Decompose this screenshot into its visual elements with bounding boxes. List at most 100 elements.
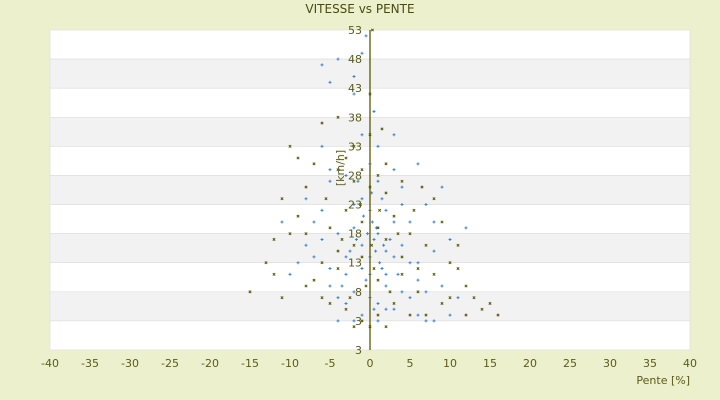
x-tick-label: -15: [241, 357, 259, 370]
data-point-plus: [320, 144, 324, 148]
data-point-x: [440, 301, 444, 306]
data-point-plus: [360, 267, 364, 271]
data-point-plus: [364, 278, 368, 282]
data-point-plus: [408, 220, 412, 224]
data-point-plus: [366, 232, 370, 236]
x-tick-label: 10: [443, 357, 457, 370]
data-point-x: [416, 290, 420, 294]
data-point-x: [380, 127, 384, 131]
data-point-plus: [364, 34, 368, 38]
data-point-plus: [376, 301, 380, 305]
data-point-x: [336, 168, 340, 172]
data-point-x: [344, 156, 348, 160]
data-point-x: [464, 313, 468, 317]
data-point-x: [320, 261, 324, 265]
data-point-plus: [344, 255, 348, 259]
data-point-x: [370, 28, 374, 32]
data-point-plus: [352, 203, 356, 207]
data-point-x: [352, 179, 356, 183]
data-point-plus: [328, 179, 332, 183]
data-point-x: [296, 156, 300, 160]
y-tick-label: 13: [348, 257, 362, 270]
data-point-plus: [320, 208, 324, 212]
chart-title: VITESSE vs PENTE: [305, 2, 415, 16]
data-point-plus: [408, 296, 412, 300]
data-point-x: [376, 226, 380, 230]
data-point-plus: [432, 220, 436, 224]
data-point-plus: [288, 272, 292, 276]
data-point-plus: [354, 237, 358, 241]
data-point-plus: [400, 203, 404, 207]
data-point-plus: [336, 232, 340, 236]
x-tick-label: -40: [41, 357, 59, 370]
data-point-x: [376, 313, 380, 317]
x-tick-label: 20: [523, 357, 537, 370]
data-point-plus: [432, 319, 436, 323]
data-point-x: [456, 266, 460, 271]
data-point-x: [280, 296, 284, 300]
data-point-plus: [448, 237, 452, 241]
data-point-x: [448, 296, 452, 300]
data-point-x: [388, 290, 392, 294]
data-point-x: [432, 272, 436, 276]
data-point-x: [360, 220, 364, 224]
x-tick-label: 30: [603, 357, 617, 370]
data-point-x: [358, 202, 362, 207]
data-point-x: [288, 144, 292, 148]
data-point-plus: [376, 232, 380, 236]
data-point-plus: [344, 301, 348, 305]
y-tick-label: 28: [348, 169, 362, 182]
y-tick-label: 48: [348, 53, 362, 66]
x-tick-label: -20: [201, 357, 219, 370]
y-axis-label: [km/h]: [334, 150, 347, 186]
data-point-plus: [400, 290, 404, 294]
data-point-x: [400, 179, 404, 183]
data-point-plus: [336, 296, 340, 300]
data-point-x: [264, 261, 268, 265]
data-point-plus: [424, 203, 428, 207]
data-point-plus: [360, 51, 364, 55]
data-point-x: [360, 168, 364, 172]
data-point-plus: [372, 237, 376, 241]
data-point-x: [360, 255, 364, 259]
x-tick-label: -5: [325, 357, 336, 370]
data-point-x: [360, 319, 364, 323]
data-point-plus: [380, 267, 384, 271]
data-point-x: [344, 208, 348, 212]
data-point-plus: [328, 168, 332, 172]
data-point-plus: [432, 249, 436, 253]
x-tick-label: -30: [121, 357, 139, 370]
data-point-plus: [400, 243, 404, 247]
data-point-x: [340, 237, 344, 242]
data-point-plus: [384, 284, 388, 288]
data-point-x: [488, 301, 492, 306]
data-point-x: [472, 296, 476, 300]
data-point-plus: [416, 162, 420, 166]
data-point-x: [424, 313, 428, 317]
data-point-x: [272, 272, 276, 276]
data-point-plus: [304, 197, 308, 201]
data-point-plus: [352, 75, 356, 79]
data-point-plus: [408, 261, 412, 265]
data-point-plus: [440, 284, 444, 288]
data-point-x: [376, 173, 380, 178]
data-point-x: [456, 243, 460, 247]
data-point-x: [364, 284, 368, 288]
data-point-plus: [312, 220, 316, 224]
data-point-plus: [352, 319, 356, 323]
data-point-plus: [376, 319, 380, 323]
data-point-x: [420, 185, 424, 189]
data-point-x: [328, 226, 332, 230]
data-point-plus: [336, 57, 340, 61]
data-point-x: [384, 237, 388, 242]
x-tick-label: -10: [281, 357, 299, 370]
data-point-plus: [328, 267, 332, 271]
data-point-plus: [312, 255, 316, 259]
data-point-plus: [352, 226, 356, 230]
data-point-plus: [348, 249, 352, 253]
data-point-plus: [400, 185, 404, 189]
data-point-x: [408, 313, 412, 317]
data-point-x: [416, 266, 420, 271]
data-point-x: [320, 121, 324, 125]
